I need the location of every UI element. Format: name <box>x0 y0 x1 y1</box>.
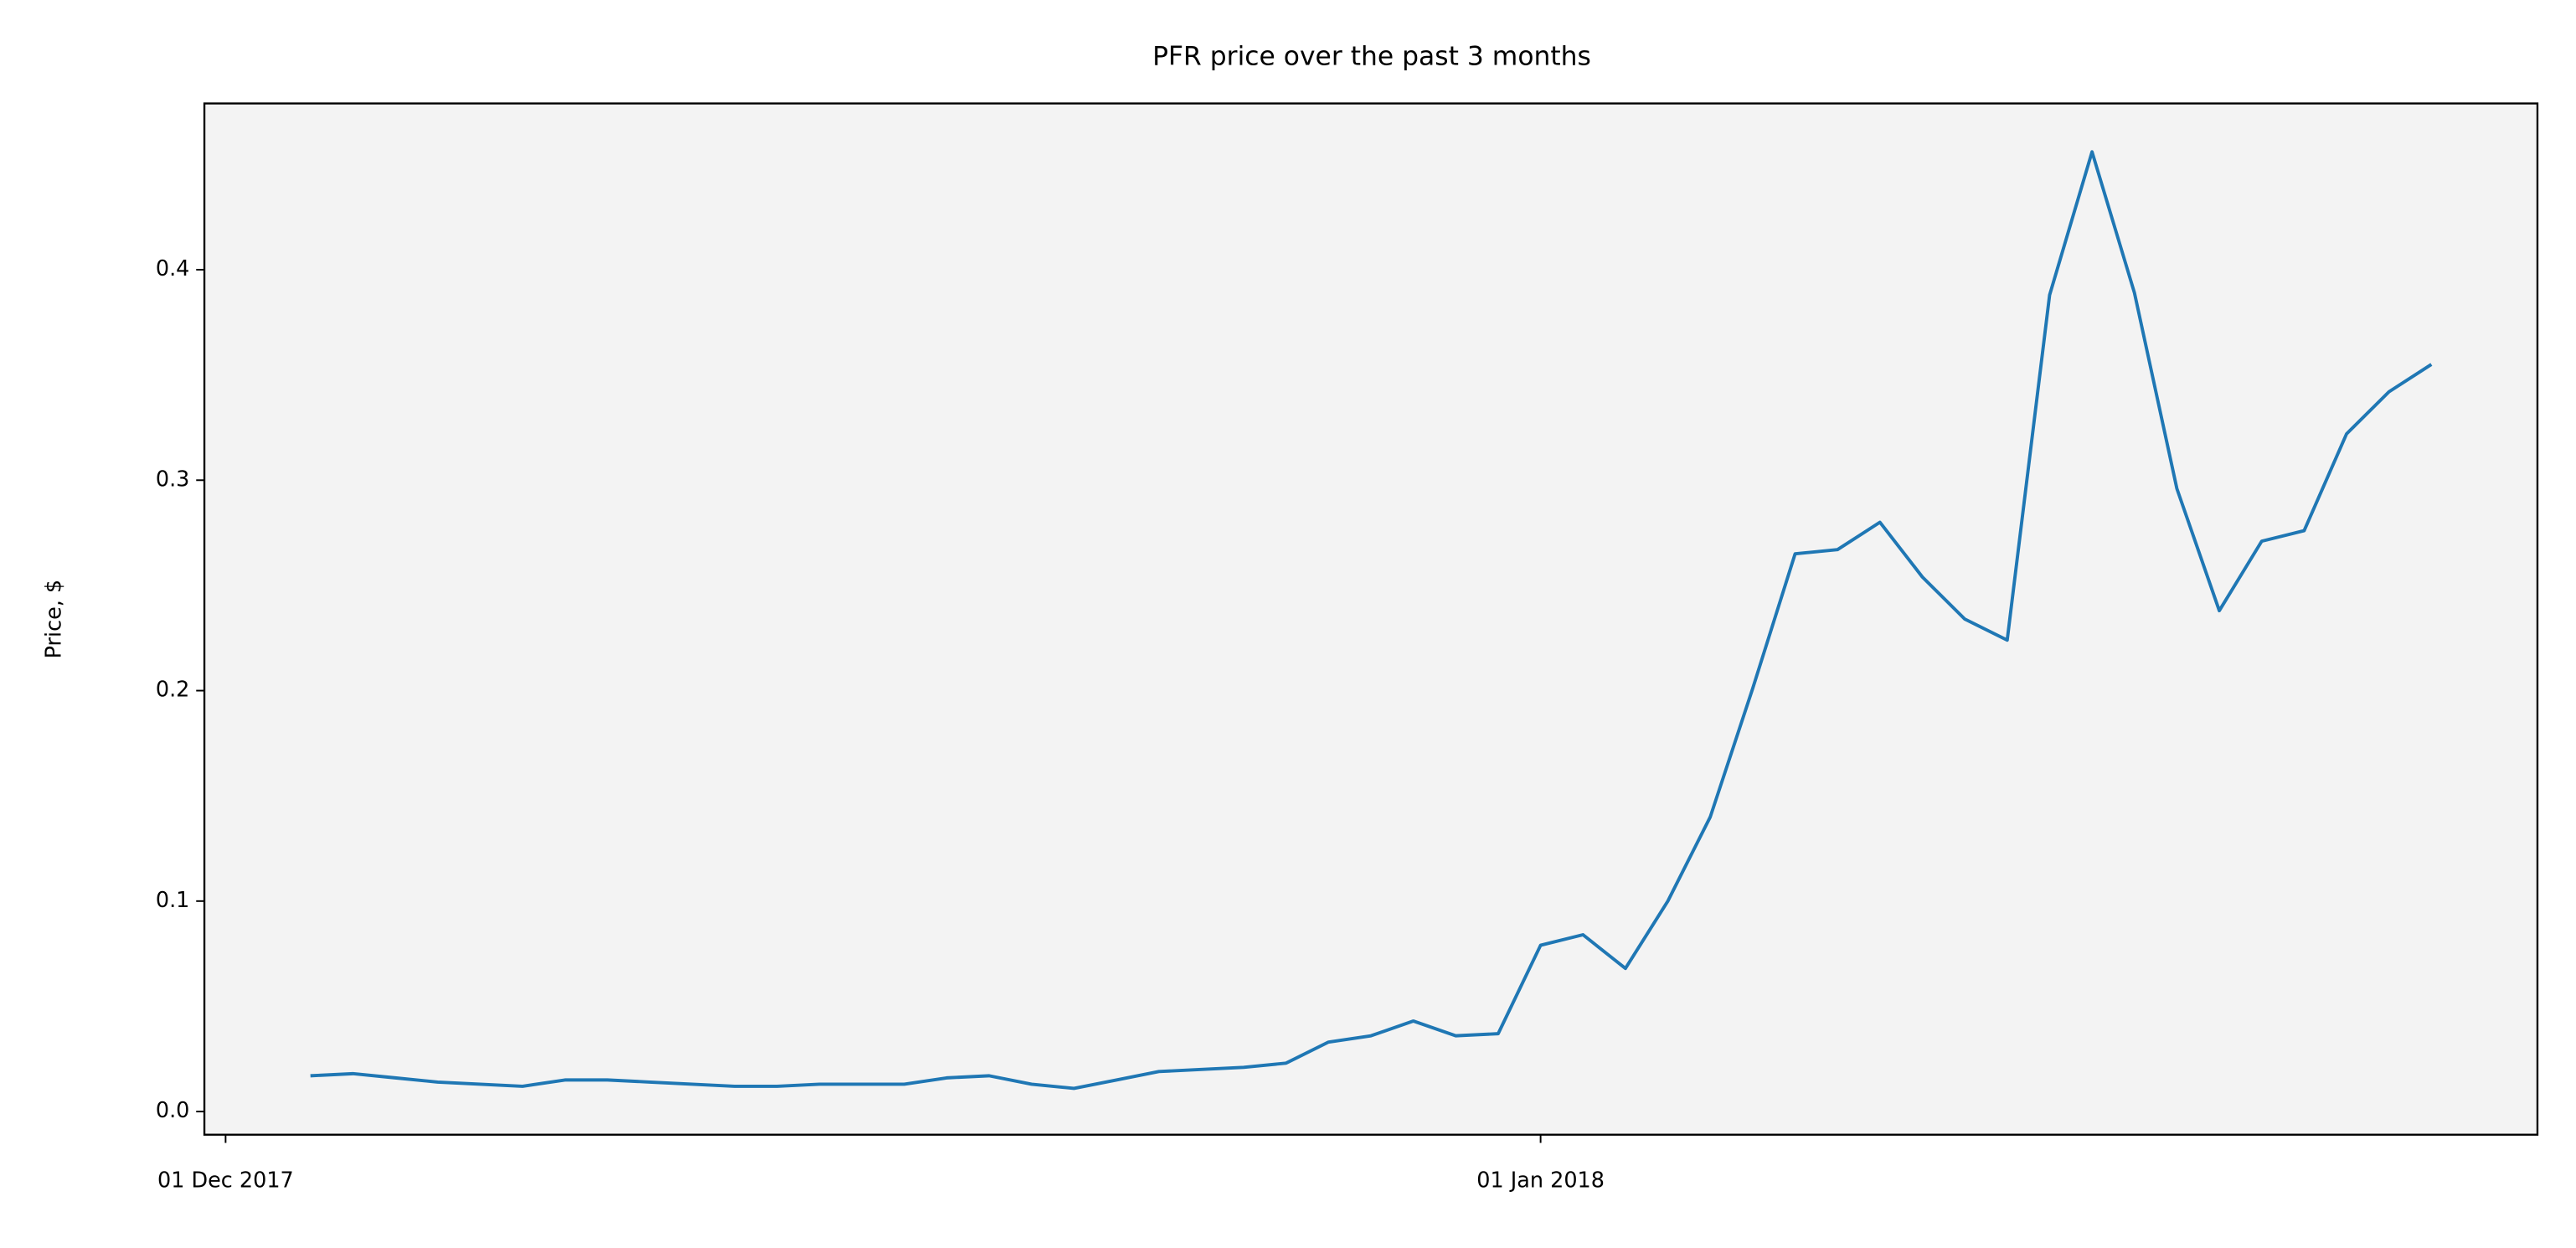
y-tick-label: 0.1 <box>156 888 190 913</box>
plot-frame <box>203 102 2539 1136</box>
y-tick-label: 0.2 <box>156 678 190 703</box>
x-tick-label: 01 Jan 2018 <box>1476 1168 1605 1193</box>
y-tick-label: 0.4 <box>156 256 190 281</box>
plot-background <box>204 103 2537 1135</box>
chart-title: PFR price over the past 3 months <box>1152 42 1591 72</box>
y-tick-label: 0.3 <box>156 467 190 492</box>
x-tick-label: 01 Dec 2017 <box>157 1168 294 1193</box>
y-axis-label: Price, $ <box>42 580 67 659</box>
price-line <box>310 150 2433 1091</box>
y-tick-label: 0.0 <box>156 1098 190 1123</box>
